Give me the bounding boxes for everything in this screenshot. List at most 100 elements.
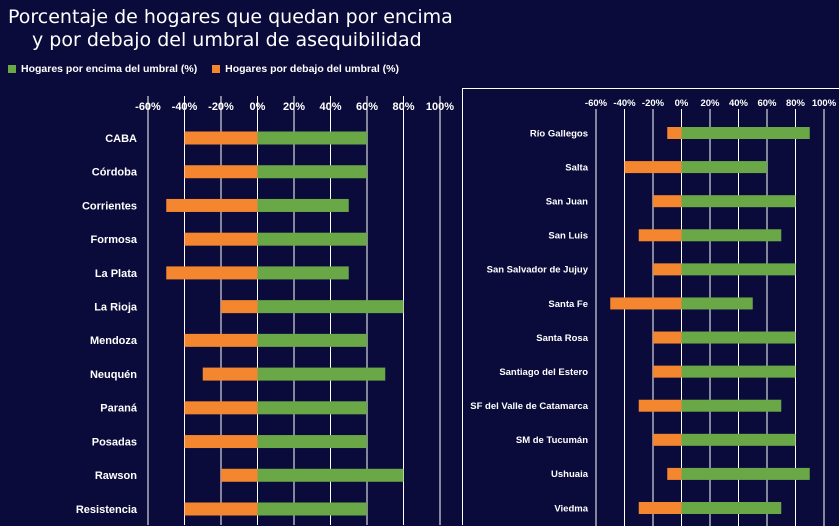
legend-swatch-above bbox=[8, 65, 16, 73]
chart1-category-label: Ushuaia bbox=[551, 469, 589, 480]
chart0-bar-above bbox=[257, 401, 367, 415]
chart1-category-label: Salta bbox=[565, 162, 588, 173]
right-chart-panel: -60% -40% -20% 0% 20% 40% 60% 80% 100% Río Galleg… bbox=[462, 88, 839, 526]
chart0-bar-above bbox=[257, 435, 367, 449]
chart0-category-label: Posadas bbox=[92, 436, 137, 448]
chart1-bar-below bbox=[667, 467, 682, 480]
chart0-bar-below bbox=[221, 468, 258, 482]
chart0-category-label: La Rioja bbox=[94, 301, 138, 313]
chart0-category-label: Córdoba bbox=[92, 167, 138, 179]
left-bar-chart: -60% -40% -20% 0% 20% 40% 60% 80% 100% CABA Córdob… bbox=[76, 96, 454, 525]
chart1-bar-below bbox=[624, 161, 682, 174]
chart0-bar-above bbox=[257, 367, 386, 381]
chart0-bar-above bbox=[257, 131, 367, 145]
legend: Hogares por encima del umbral (%) Hogare… bbox=[8, 63, 411, 76]
chart0-bar-below bbox=[166, 198, 258, 212]
chart0-bar-above bbox=[257, 502, 367, 516]
chart1-category-label: San Salvador de Jujuy bbox=[487, 265, 589, 276]
chart0-category-label: Resistencia bbox=[76, 504, 138, 516]
chart1-bar-above bbox=[681, 263, 796, 276]
chart1-bar-above bbox=[681, 433, 796, 446]
chart0-bar-below bbox=[184, 401, 258, 415]
chart0-category-label: Corrientes bbox=[82, 200, 137, 212]
chart1-bar-below bbox=[653, 195, 682, 208]
chart1-bar-above bbox=[681, 365, 796, 378]
chart0-x-tick-label: -40% bbox=[172, 101, 198, 113]
chart1-bar-below bbox=[653, 331, 682, 344]
chart1-bar-above bbox=[681, 161, 767, 174]
chart1-x-tick-label: -60% bbox=[585, 98, 608, 109]
chart1-category-label: San Juan bbox=[546, 197, 588, 208]
chart0-bar-below bbox=[184, 333, 258, 347]
chart1-x-tick-label: 100% bbox=[812, 98, 837, 109]
legend-item-above: Hogares por encima del umbral (%) bbox=[8, 63, 197, 75]
chart0-category-label: Rawson bbox=[95, 470, 137, 482]
chart0-x-tick-label: 80% bbox=[392, 101, 414, 113]
chart1-bar-above bbox=[681, 331, 796, 344]
chart0-category-label: CABA bbox=[105, 133, 137, 145]
chart1-bar-above bbox=[681, 399, 782, 412]
chart-title-line2: y por debajo del umbral de asequibilidad bbox=[32, 29, 422, 51]
chart1-bar-below bbox=[638, 399, 682, 412]
chart1-category-label: Santa Rosa bbox=[536, 333, 588, 344]
legend-label-above: Hogares por encima del umbral (%) bbox=[21, 63, 198, 75]
chart0-x-tick-label: 0% bbox=[250, 101, 266, 113]
chart0-bar-below bbox=[221, 300, 258, 314]
legend-item-below: Hogares por debajo del umbral (%) bbox=[212, 63, 399, 75]
chart1-bar-below bbox=[653, 263, 682, 276]
chart0-bar-above bbox=[257, 232, 367, 246]
chart1-bar-below bbox=[638, 229, 682, 242]
chart1-bar-below bbox=[667, 127, 682, 139]
chart1-bar-above bbox=[681, 195, 796, 208]
chart1-x-tick-label: 80% bbox=[786, 98, 806, 109]
chart0-bar-below bbox=[166, 266, 258, 280]
chart1-bar-above bbox=[681, 502, 782, 514]
chart0-x-tick-label: 60% bbox=[356, 101, 378, 113]
chart0-bar-above bbox=[257, 198, 349, 212]
right-bar-chart: -60% -40% -20% 0% 20% 40% 60% 80% 100% Río Galleg… bbox=[470, 98, 837, 526]
chart0-bar-below bbox=[184, 165, 258, 179]
chart0-x-tick-label: 40% bbox=[319, 101, 341, 113]
chart0-bar-above bbox=[257, 266, 349, 280]
chart1-category-label: SF del Valle de Catamarca bbox=[470, 401, 588, 412]
chart1-bar-above bbox=[681, 297, 753, 310]
chart0-bar-below bbox=[184, 232, 258, 246]
chart1-bar-below bbox=[653, 365, 682, 378]
chart1-x-tick-label: 20% bbox=[700, 98, 720, 109]
chart1-category-label: Santiago del Estero bbox=[499, 367, 588, 378]
chart1-bar-below bbox=[653, 433, 682, 446]
chart0-bar-below bbox=[202, 367, 258, 381]
chart0-bar-below bbox=[184, 131, 258, 145]
chart0-bar-above bbox=[257, 333, 367, 347]
chart0-bar-below bbox=[184, 435, 258, 449]
chart0-category-label: Mendoza bbox=[90, 335, 138, 347]
chart1-x-tick-label: -40% bbox=[613, 98, 636, 109]
chart0-x-tick-label: 20% bbox=[283, 101, 305, 113]
chart0-category-label: Formosa bbox=[91, 234, 138, 246]
chart0-category-label: La Plata bbox=[95, 268, 138, 280]
chart1-x-tick-label: 60% bbox=[757, 98, 777, 109]
chart0-category-label: Paraná bbox=[100, 403, 138, 415]
chart1-category-label: Viedma bbox=[554, 503, 588, 514]
legend-swatch-below bbox=[212, 65, 221, 73]
chart0-x-tick-label: -60% bbox=[135, 101, 161, 113]
chart0-bar-above bbox=[257, 468, 404, 482]
chart1-bar-above bbox=[681, 467, 810, 480]
chart1-category-label: SM de Tucumán bbox=[516, 435, 588, 446]
chart1-bar-below bbox=[638, 502, 682, 514]
chart1-x-tick-label: 0% bbox=[675, 98, 689, 109]
chart1-x-tick-label: -20% bbox=[642, 98, 665, 109]
chart0-bar-above bbox=[257, 300, 404, 314]
chart1-category-label: San Luis bbox=[548, 231, 588, 242]
chart-title-line1: Porcentaje de hogares que quedan por enc… bbox=[8, 6, 453, 28]
chart0-x-tick-label: -20% bbox=[208, 101, 234, 113]
chart0-bar-above bbox=[257, 165, 367, 179]
chart1-category-label: Santa Fe bbox=[548, 299, 588, 310]
chart1-bar-above bbox=[681, 127, 810, 139]
chart1-category-label: Río Gallegos bbox=[530, 128, 588, 139]
chart0-bar-below bbox=[184, 502, 258, 516]
legend-label-below: Hogares por debajo del umbral (%) bbox=[225, 63, 400, 75]
chart1-x-tick-label: 40% bbox=[729, 98, 749, 109]
chart1-bar-below bbox=[610, 297, 682, 310]
chart0-category-label: Neuquén bbox=[90, 369, 137, 381]
